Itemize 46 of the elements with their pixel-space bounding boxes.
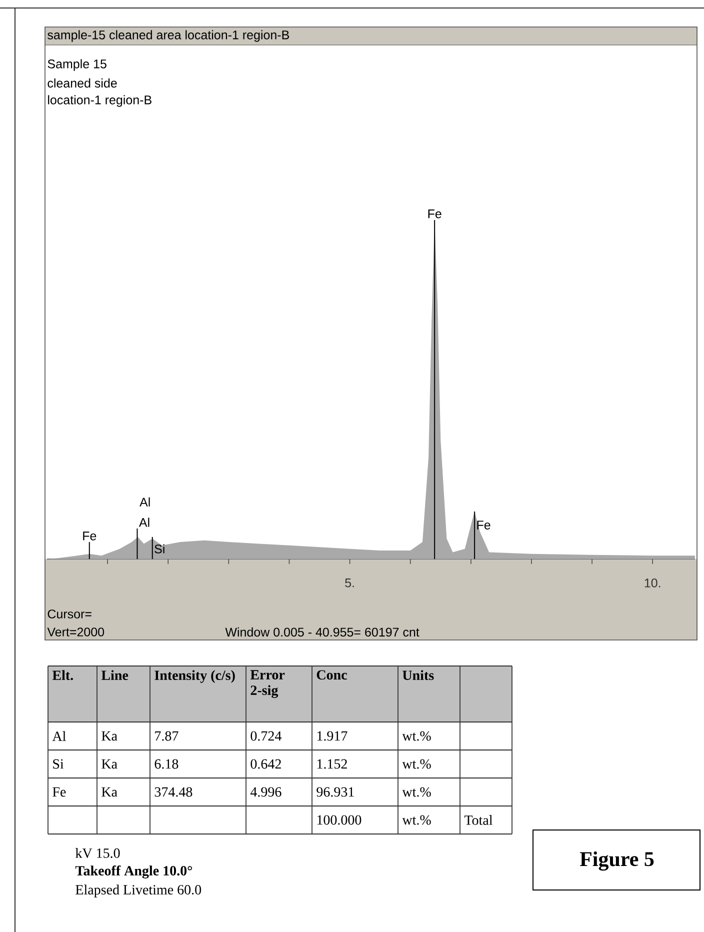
text: Elapsed Livetime 60.0: [76, 884, 202, 898]
text: Error 2-sig: [250, 670, 285, 698]
ref-line-label: Al: [138, 518, 150, 527]
ref-line-label: Fe: [83, 532, 96, 540]
x-tick-label: 5.: [345, 578, 354, 588]
text: kV 15.0: [75, 848, 120, 858]
text: 1.917: [317, 731, 348, 741]
text: Units: [402, 670, 434, 680]
text: 0.724: [250, 731, 282, 741]
text: 1.152: [317, 759, 347, 769]
ref-line-label: Fe: [477, 520, 490, 530]
text: Ka: [102, 731, 118, 741]
text: Al: [52, 731, 66, 741]
caption: Figure 5: [580, 851, 654, 871]
text: 0.642: [250, 759, 281, 769]
ref-line-label: Si: [154, 544, 164, 554]
text: 100.000: [317, 815, 362, 825]
text: Conc: [316, 670, 347, 680]
text: Fe: [52, 787, 66, 797]
annotation: Al: [140, 497, 150, 506]
text: Vert=2000: [47, 628, 104, 636]
text: 6.18: [154, 759, 178, 769]
text: Takeoff Angle 10.0°: [75, 866, 192, 878]
text: Sample 15: [48, 59, 106, 71]
ref-line-label: Fe: [428, 210, 442, 218]
text: Ka: [102, 759, 118, 769]
text: Window 0.005 - 40.955= 60197 cnt: [225, 627, 420, 637]
text: Si: [53, 759, 64, 769]
text: wt.%: [402, 731, 431, 741]
text: 7.87: [155, 731, 178, 741]
text: Cursor=: [48, 610, 92, 618]
text: wt.%: [402, 787, 431, 797]
chart-title: sample-15 cleaned area location-1 region-B: [48, 30, 289, 42]
text: 4.996: [250, 787, 282, 797]
text: location-1 region-B: [48, 95, 152, 107]
text: Ka: [102, 787, 118, 797]
text: Total: [464, 815, 492, 825]
text: cleaned side: [48, 78, 117, 88]
text: Intensity (c/s): [154, 670, 235, 683]
text: Elt.: [52, 670, 73, 680]
text: wt.%: [402, 759, 431, 769]
x-tick-label: 10.: [644, 578, 660, 588]
text: 96.931: [316, 787, 354, 797]
text: wt.%: [402, 815, 431, 825]
text: Line: [101, 670, 128, 680]
text: 374.48: [154, 787, 192, 797]
